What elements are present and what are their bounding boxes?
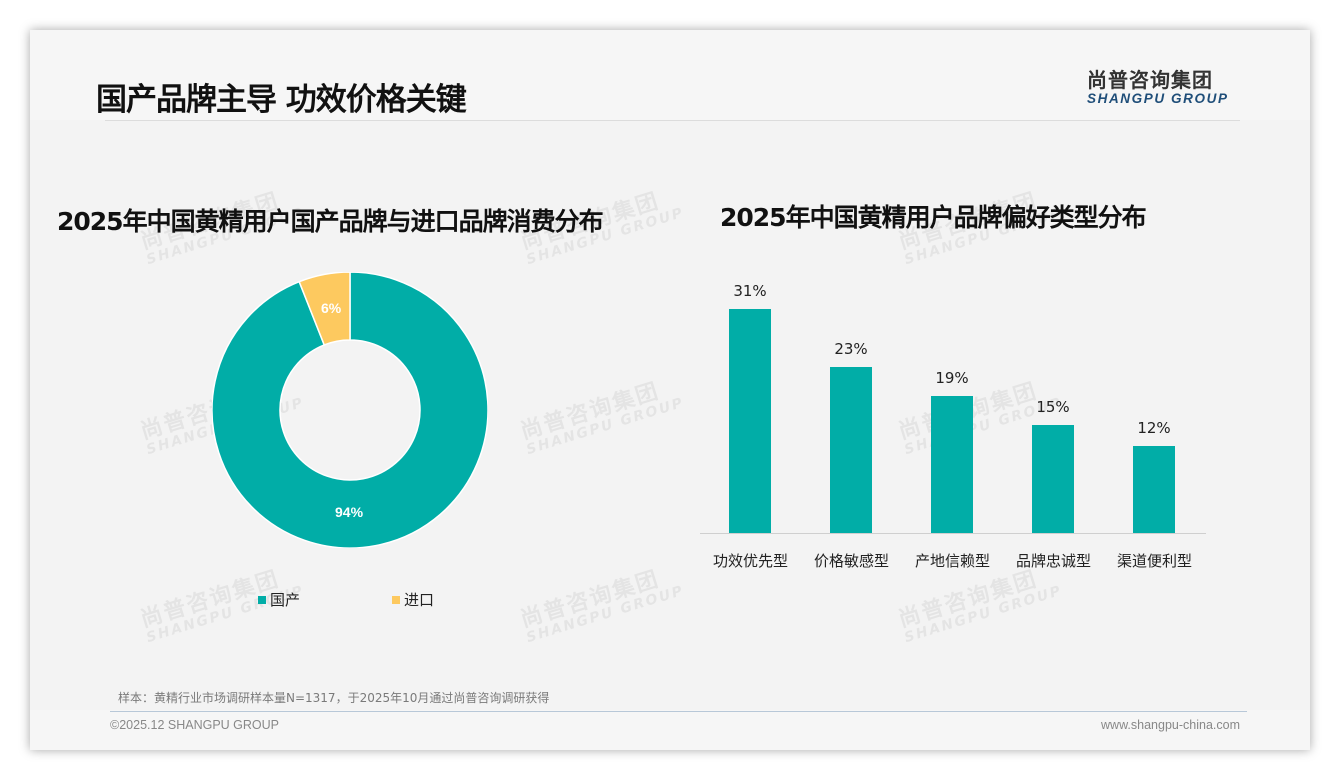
legend-swatch-yellow-icon xyxy=(392,595,400,604)
bar-category-label: 产地信赖型 xyxy=(914,552,990,570)
bar-value-label: 31% xyxy=(733,282,767,300)
donut-label-domestic: 94% xyxy=(335,504,364,520)
bar-category-label: 价格敏感型 xyxy=(813,552,889,570)
bar-category-label: 品牌忠诚型 xyxy=(1015,552,1091,570)
page-title: 国产品牌主导 功效价格关键 xyxy=(96,82,467,118)
legend-label: 进口 xyxy=(404,591,435,609)
bar xyxy=(931,395,973,533)
donut-label-import: 6% xyxy=(321,300,342,316)
slide: 国产品牌主导 功效价格关键 尚普咨询集团 SHANGPU GROUP 尚普咨询集… xyxy=(30,30,1310,750)
bar-category-label: 功效优先型 xyxy=(712,552,788,570)
website-link[interactable]: www.shangpu-china.com xyxy=(1101,718,1240,732)
logo: 尚普咨询集团 SHANGPU GROUP xyxy=(1087,64,1239,106)
donut-chart: 94% 6% xyxy=(211,271,489,549)
bar-chart-title: 2025年中国黄精用户品牌偏好类型分布 xyxy=(720,203,1147,232)
bar xyxy=(830,366,872,533)
donut-slice-import xyxy=(298,271,351,346)
donut-slice-domestic xyxy=(211,271,489,549)
footer-band xyxy=(30,710,1310,750)
legend-item-domestic: 国产 xyxy=(258,589,300,610)
bar xyxy=(1032,424,1074,533)
bar-value-label: 12% xyxy=(1137,419,1171,438)
legend-label: 国产 xyxy=(270,591,301,609)
header-band xyxy=(30,30,1310,120)
x-axis xyxy=(700,533,1206,534)
legend-item-import: 进口 xyxy=(392,589,434,610)
bar-chart: 31% 功效优先型 23% 价格敏感型 19% 产地信赖型 15% 品牌忠诚型 12% 渠道便利型 xyxy=(700,270,1206,575)
legend-swatch-teal-icon xyxy=(258,595,266,604)
bar-value-label: 15% xyxy=(1036,397,1070,416)
copyright: ©2025.12 SHANGPU GROUP xyxy=(110,718,279,732)
bar-value-label: 23% xyxy=(834,339,868,358)
bar xyxy=(729,309,771,533)
title-divider xyxy=(105,120,1240,121)
footer-divider xyxy=(110,711,1247,712)
bar-value-label: 19% xyxy=(935,368,969,387)
sample-note: 样本：黄精行业市场调研样本量N=1317，于2025年10月通过尚普咨询调研获得 xyxy=(118,691,550,705)
donut-svg xyxy=(211,271,489,549)
bar-category-label: 渠道便利型 xyxy=(1116,552,1192,570)
donut-chart-title: 2025年中国黄精用户国产品牌与进口品牌消费分布 xyxy=(57,207,604,236)
bar xyxy=(1133,446,1175,533)
logo-cn: 尚普咨询集团 xyxy=(1087,68,1213,92)
logo-en: SHANGPU GROUP xyxy=(1087,91,1229,106)
